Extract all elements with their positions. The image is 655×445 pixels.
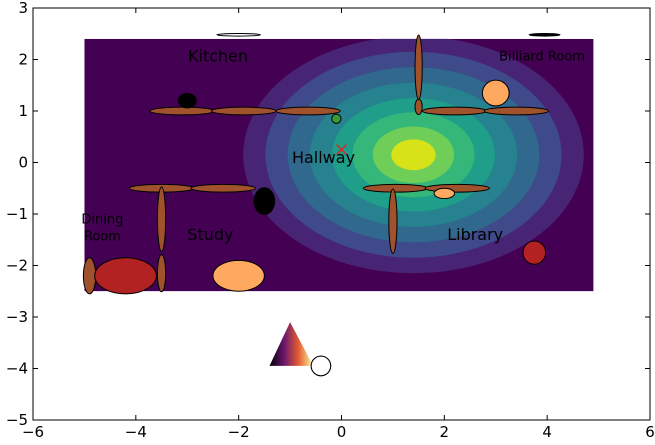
black-oval-kitchen [177,92,197,109]
y-tick-label: 2 [18,51,28,69]
axis-ticks: −6 −4 −2 0 2 4 6 −5 −4 −3 −2 −1 0 1 2 3 [6,0,655,441]
wall-segment [190,183,256,193]
small-orange-oval-library [433,187,456,200]
wall-segment [421,106,488,116]
x-tick-label: 2 [440,423,450,441]
wall-segment [156,254,167,293]
y-tick-label: −3 [6,308,28,326]
y-tick-label: 1 [18,102,28,120]
wall-segment [362,183,429,193]
wall-segment [275,106,341,116]
gradient-triangle [269,322,314,366]
green-dot [331,113,342,124]
x-tick-label: −6 [22,423,44,441]
y-tick-label: −1 [6,205,28,223]
study-orange-ellipse [212,259,265,292]
room-label: Library [447,225,503,244]
room-label: Room [84,230,121,245]
white-circle-top [310,355,332,377]
dining-table [94,257,157,295]
room-label: Hallway [292,148,355,167]
wall-segment [82,257,97,295]
black-oval-study [253,187,276,216]
room-label: Billiard Room [499,49,585,64]
billiard-top-bar [528,32,561,37]
wall-segment [156,186,167,252]
wall-segment [149,106,215,116]
y-tick-label: 0 [18,154,28,172]
wall-segment [388,188,398,254]
x-tick-label: −4 [125,423,147,441]
y-tick-label: −2 [6,257,28,275]
x-tick-label: 6 [645,423,655,441]
wall-segment [414,98,423,116]
x-tick-label: −2 [228,423,250,441]
walls [82,34,549,295]
contour-level-8 [391,139,436,171]
kitchen-top-bar [216,32,262,37]
x-tick-label: 4 [542,423,552,441]
wall-segment [211,106,277,116]
x-tick-label: 0 [337,423,347,441]
room-labels: Kitchen Billiard Room Hallway Dining Room Stu… [81,46,585,244]
room-label: Kitchen [188,46,248,65]
billiard-ball-orange [481,79,510,107]
red-oval-library [522,240,547,265]
wall-segment [483,106,549,116]
y-tick-label: −5 [6,411,28,429]
wall-segment [414,34,423,100]
room-label: Study [187,225,233,244]
room-label: Dining [81,213,123,228]
x-marker [335,144,348,156]
y-tick-label: 3 [18,0,28,17]
y-tick-label: −4 [6,360,28,378]
objects [94,32,561,377]
